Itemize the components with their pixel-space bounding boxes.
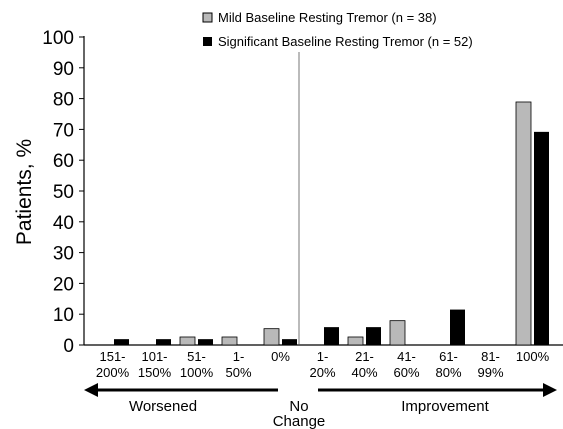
y-tick-label: 90 bbox=[53, 59, 74, 80]
x-tick-label: 60% bbox=[393, 365, 419, 380]
y-tick-label: 50 bbox=[53, 182, 74, 203]
legend: Mild Baseline Resting Tremor (n = 38) Si… bbox=[202, 10, 473, 49]
bar-significant bbox=[366, 327, 381, 345]
worsened-arrow-head bbox=[84, 383, 98, 397]
improvement-arrow-head bbox=[543, 383, 557, 397]
y-tick-label: 10 bbox=[53, 305, 74, 326]
bar-significant bbox=[282, 339, 297, 345]
bar-significant bbox=[198, 339, 213, 345]
y-tick-label: 80 bbox=[53, 90, 74, 111]
bar-mild bbox=[263, 328, 280, 346]
y-ticks: 0 10 20 30 40 50 60 70 80 90 100 bbox=[42, 28, 84, 357]
x-tick-label: 200% bbox=[96, 365, 130, 380]
y-tick-label: 0 bbox=[63, 336, 74, 357]
y-tick-label: 60 bbox=[53, 151, 74, 172]
bar-significant bbox=[534, 131, 549, 345]
bar-mild bbox=[179, 336, 196, 346]
x-tick-label: 1- bbox=[233, 349, 245, 364]
y-tick-label: 20 bbox=[53, 274, 74, 295]
x-tick-labels: 151-200%101-150%51-100%1-50%0% 1-20%21-40… bbox=[96, 349, 550, 380]
bars bbox=[114, 101, 549, 346]
x-tick-label: 51- bbox=[187, 349, 206, 364]
y-tick-label: 30 bbox=[53, 244, 74, 265]
x-tick-label: 99% bbox=[477, 365, 503, 380]
no-change-label-line1: No bbox=[289, 398, 308, 415]
legend-swatch-mild bbox=[202, 12, 213, 23]
legend-swatch-significant bbox=[203, 37, 212, 46]
y-tick-label: 100 bbox=[42, 28, 74, 49]
x-tick-label: 20% bbox=[309, 365, 335, 380]
no-change-label-line2: Change bbox=[273, 413, 326, 429]
bar-mild bbox=[389, 320, 406, 346]
bar-mild bbox=[221, 336, 238, 346]
x-tick-label: 151- bbox=[99, 349, 125, 364]
x-tick-label: 100% bbox=[180, 365, 214, 380]
y-tick-label: 70 bbox=[53, 120, 74, 141]
y-axis-label: Patients, % bbox=[13, 139, 36, 245]
bar-significant bbox=[114, 339, 129, 345]
x-tick-label: 81- bbox=[481, 349, 500, 364]
x-tick-label: 41- bbox=[397, 349, 416, 364]
x-tick-label: 40% bbox=[351, 365, 377, 380]
legend-label-mild: Mild Baseline Resting Tremor (n = 38) bbox=[218, 10, 437, 25]
x-tick-label: 80% bbox=[435, 365, 461, 380]
y-tick-label: 40 bbox=[53, 213, 74, 234]
axes bbox=[83, 36, 563, 346]
x-tick-label: 0% bbox=[271, 349, 290, 364]
improvement-label: Improvement bbox=[401, 398, 489, 415]
worsened-label: Worsened bbox=[129, 398, 197, 415]
x-tick-label: 1- bbox=[317, 349, 329, 364]
legend-label-significant: Significant Baseline Resting Tremor (n =… bbox=[218, 34, 473, 49]
bar-mild bbox=[515, 101, 532, 346]
bar-significant bbox=[156, 339, 171, 345]
x-tick-label: 150% bbox=[138, 365, 172, 380]
bar-significant bbox=[324, 327, 339, 345]
bar-mild bbox=[347, 336, 364, 346]
x-tick-label: 101- bbox=[141, 349, 167, 364]
x-tick-label: 61- bbox=[439, 349, 458, 364]
x-tick-label: 21- bbox=[355, 349, 374, 364]
bar-significant bbox=[450, 309, 465, 345]
direction-annotations: Worsened No Change Improvement bbox=[84, 383, 557, 429]
x-tick-label: 100% bbox=[516, 349, 550, 364]
x-tick-label: 50% bbox=[225, 365, 251, 380]
